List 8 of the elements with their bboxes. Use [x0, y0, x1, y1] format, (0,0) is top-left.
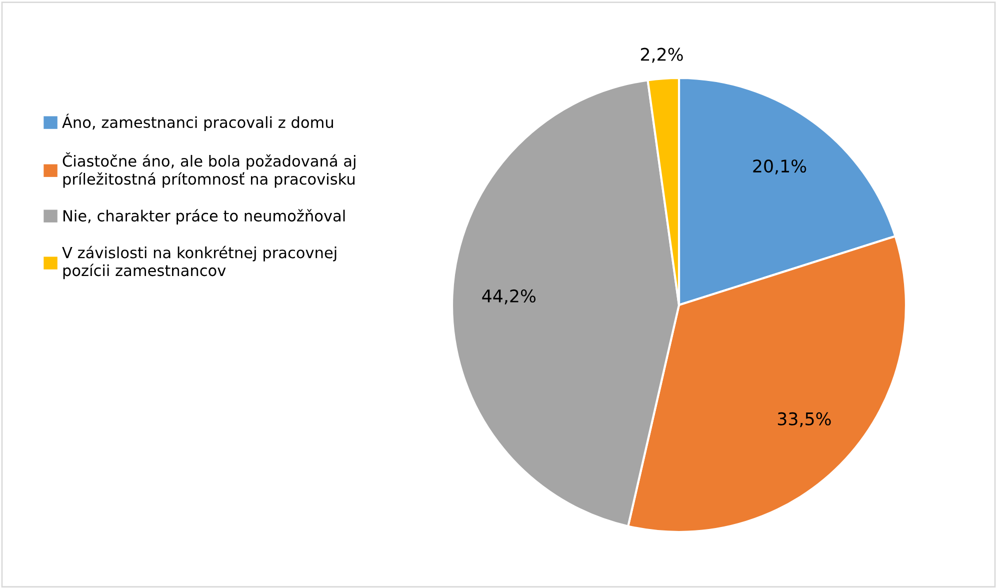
legend-label: V závislosti na konkrétnej pracovnej pozícii zamestnancov [62, 246, 336, 280]
data-label: 33,5% [778, 412, 831, 428]
data-label: 44,2% [482, 289, 536, 304]
data-label: 20,1% [753, 159, 806, 174]
legend-label: Nie, charakter práce to neumožňoval [63, 209, 345, 225]
legend-label: Áno, zamestnanci pracovali z domu [62, 114, 333, 132]
legend-label: Čiastočne áno, ale bola požadovaná aj príležitostná prítomnosť na pracovisku [62, 152, 356, 188]
data-label: 2,2% [640, 48, 683, 63]
